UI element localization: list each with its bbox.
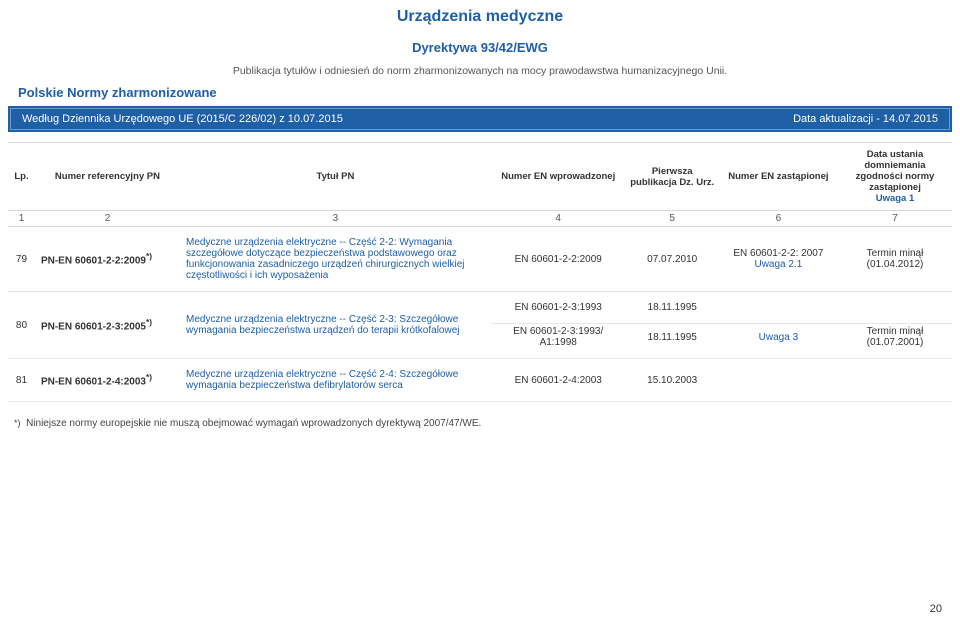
cell-en-intro: EN 60601-2-2:2009 — [491, 227, 626, 292]
directive: Dyrektywa 93/42/EWG — [0, 40, 960, 55]
cell-lp: 80 — [8, 292, 35, 359]
ref-sup: *) — [146, 372, 152, 382]
cell-en-intro: EN 60601-2-4:2003 — [491, 359, 626, 402]
cell-en-repl: Uwaga 3 — [719, 324, 838, 359]
col-pub: Pierwsza publikacja Dz. Urz. — [626, 143, 719, 211]
cell-pub: 18.11.1995 — [626, 324, 719, 359]
ref-text: PN-EN 60601-2-2:2009 — [41, 256, 146, 267]
table-row: 80 PN-EN 60601-2-3:2005*) Medyczne urząd… — [8, 292, 952, 324]
cell-en-repl — [719, 292, 838, 324]
cell-en-repl — [719, 359, 838, 402]
cell-ref: PN-EN 60601-2-3:2005*) — [35, 292, 180, 359]
colnum: 2 — [35, 211, 180, 227]
info-bar-right: Data aktualizacji - 14.07.2015 — [793, 113, 938, 125]
cell-title: Medyczne urządzenia elektryczne -- Część… — [180, 359, 491, 402]
cell-lp: 79 — [8, 227, 35, 292]
col-lp: Lp. — [8, 143, 35, 211]
col-expiry-note: Uwaga 1 — [842, 193, 948, 204]
cell-expiry: Termin minął (01.07.2001) — [838, 324, 952, 359]
repl-note: Uwaga 2.1 — [725, 259, 832, 270]
page-number: 20 — [930, 603, 942, 615]
colnum: 7 — [838, 211, 952, 227]
cell-en-intro: EN 60601-2-3:1993 — [491, 292, 626, 324]
table-row: 81 PN-EN 60601-2-4:2003*) Medyczne urząd… — [8, 359, 952, 402]
standards-table: Lp. Numer referencyjny PN Tytuł PN Numer… — [8, 142, 952, 402]
ref-sup: *) — [146, 317, 152, 327]
footnote: *) Niniejsze normy europejskie nie muszą… — [14, 418, 948, 429]
colnum: 3 — [180, 211, 491, 227]
colnum: 1 — [8, 211, 35, 227]
table-row: 79 PN-EN 60601-2-2:2009*) Medyczne urząd… — [8, 227, 952, 292]
cell-pub: 15.10.2003 — [626, 359, 719, 402]
col-expiry-label: Data ustania domniemania zgodności normy… — [856, 149, 935, 193]
col-title: Tytuł PN — [180, 143, 491, 211]
col-en-repl: Numer EN zastąpionej — [719, 143, 838, 211]
col-en-intro: Numer EN wprowadzonej — [491, 143, 626, 211]
cell-pub: 18.11.1995 — [626, 292, 719, 324]
subtitle: Publikacja tytułów i odniesień do norm z… — [0, 65, 960, 77]
cell-en-intro: EN 60601-2-3:1993/ A1:1998 — [491, 324, 626, 359]
info-bar: Według Dziennika Urzędowego UE (2015/C 2… — [8, 106, 952, 132]
footnote-mark: *) — [14, 418, 21, 428]
cell-pub: 07.07.2010 — [626, 227, 719, 292]
cell-expiry: Termin minął (01.04.2012) — [838, 227, 952, 292]
cell-ref: PN-EN 60601-2-4:2003*) — [35, 359, 180, 402]
cell-title: Medyczne urządzenia elektryczne -- Część… — [180, 227, 491, 292]
page-title: Urządzenia medyczne — [0, 0, 960, 26]
ref-text: PN-EN 60601-2-4:2003 — [41, 377, 146, 388]
ref-sup: *) — [146, 251, 152, 261]
col-expiry: Data ustania domniemania zgodności normy… — [838, 143, 952, 211]
colnum: 5 — [626, 211, 719, 227]
table-colnum-row: 1 2 3 4 5 6 7 — [8, 211, 952, 227]
cell-ref: PN-EN 60601-2-2:2009*) — [35, 227, 180, 292]
repl-text: EN 60601-2-2: 2007 — [725, 248, 832, 259]
cell-en-repl: EN 60601-2-2: 2007 Uwaga 2.1 — [719, 227, 838, 292]
colnum: 6 — [719, 211, 838, 227]
cell-title: Medyczne urządzenia elektryczne -- Część… — [180, 292, 491, 359]
section-title: Polskie Normy zharmonizowane — [18, 85, 960, 100]
cell-lp: 81 — [8, 359, 35, 402]
colnum: 4 — [491, 211, 626, 227]
col-ref: Numer referencyjny PN — [35, 143, 180, 211]
footnote-text: Niniejsze normy europejskie nie muszą ob… — [26, 418, 481, 429]
cell-expiry — [838, 292, 952, 324]
table-header-row: Lp. Numer referencyjny PN Tytuł PN Numer… — [8, 143, 952, 211]
ref-text: PN-EN 60601-2-3:2005 — [41, 322, 146, 333]
info-bar-left: Według Dziennika Urzędowego UE (2015/C 2… — [22, 113, 343, 125]
cell-expiry — [838, 359, 952, 402]
